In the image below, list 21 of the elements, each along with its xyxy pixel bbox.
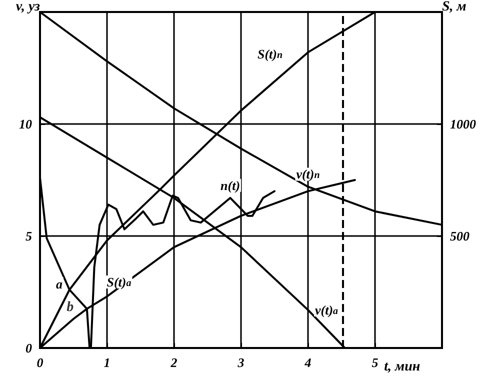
y2-tick-label: 1000 (450, 116, 476, 132)
x-tick-label: 0 (36, 355, 44, 370)
x-tick-label: 4 (304, 355, 312, 370)
y-tick-label: 0 (26, 340, 32, 356)
series-label: n(t) (220, 178, 240, 193)
series-label: v(t)п (296, 166, 320, 182)
series-label: v(t)а (315, 302, 338, 318)
y-axis-title: v, уз (16, 0, 41, 14)
y2-axis-title: S, м (442, 0, 467, 14)
series-label: S(t)а (106, 274, 132, 290)
x-tick-label: 3 (236, 355, 245, 370)
series-label: a (56, 276, 63, 292)
x-tick-label: 5 (372, 355, 379, 370)
y-tick-label: 5 (26, 228, 32, 244)
x-tick-label: 1 (104, 355, 110, 370)
y-tick-label: 10 (19, 116, 32, 132)
series-label: S(t)п (257, 46, 283, 62)
annotation: b (66, 300, 74, 316)
x-tick-label: 2 (170, 355, 178, 370)
x-axis-title: t, мин (384, 360, 420, 374)
y2-tick-label: 500 (450, 228, 470, 244)
